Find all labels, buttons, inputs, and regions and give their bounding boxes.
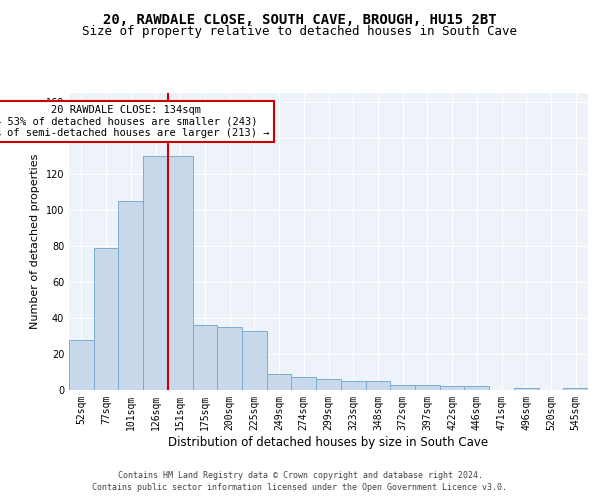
Text: 20, RAWDALE CLOSE, SOUTH CAVE, BROUGH, HU15 2BT: 20, RAWDALE CLOSE, SOUTH CAVE, BROUGH, H… [103,12,497,26]
Bar [514,388,539,390]
Bar [168,156,193,390]
Y-axis label: Number of detached properties: Number of detached properties [30,154,40,329]
Text: Contains public sector information licensed under the Open Government Licence v3: Contains public sector information licen… [92,484,508,492]
Bar [563,388,588,390]
Bar [267,374,292,390]
Bar [217,327,242,390]
Text: Size of property relative to detached houses in South Cave: Size of property relative to detached ho… [83,25,517,38]
Bar [118,200,143,390]
Bar [341,381,365,390]
X-axis label: Distribution of detached houses by size in South Cave: Distribution of detached houses by size … [169,436,488,448]
Bar [365,381,390,390]
Bar [242,330,267,390]
Bar [415,384,440,390]
Bar [69,340,94,390]
Text: 20 RAWDALE CLOSE: 134sqm
← 53% of detached houses are smaller (243)
46% of semi-: 20 RAWDALE CLOSE: 134sqm ← 53% of detach… [0,105,269,138]
Bar [193,325,217,390]
Bar [316,379,341,390]
Bar [390,384,415,390]
Bar [464,386,489,390]
Text: Contains HM Land Registry data © Crown copyright and database right 2024.: Contains HM Land Registry data © Crown c… [118,471,482,480]
Bar [440,386,464,390]
Bar [292,378,316,390]
Bar [94,248,118,390]
Bar [143,156,168,390]
